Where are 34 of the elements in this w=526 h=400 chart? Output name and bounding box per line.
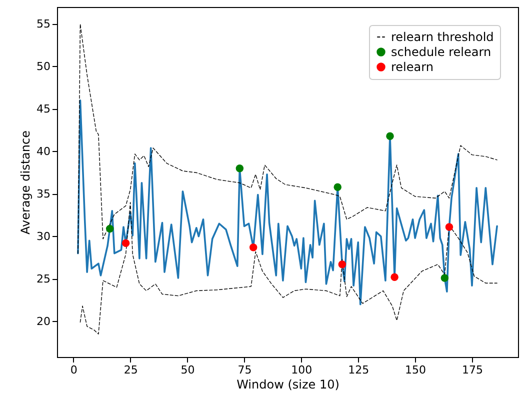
point xyxy=(106,224,114,233)
x-axis-title: Window (size 10) xyxy=(236,378,340,392)
y-tick-label: 40 xyxy=(36,144,50,158)
x-tick-label: 25 xyxy=(124,364,138,376)
y-tick-label: 45 xyxy=(36,102,50,116)
y-tick-label: 55 xyxy=(36,17,50,30)
legend-label: relearn xyxy=(391,60,434,74)
point xyxy=(445,223,454,231)
y-tick-label: 20 xyxy=(36,314,50,328)
y-tick-label: 35 xyxy=(36,187,50,200)
point xyxy=(386,132,394,140)
point xyxy=(440,274,449,282)
point xyxy=(334,183,342,191)
line-series xyxy=(78,24,498,254)
x-tick-label: 175 xyxy=(462,364,483,376)
line-series xyxy=(77,100,498,306)
x-tick-label: 50 xyxy=(180,364,195,376)
legend-label: schedule relearn xyxy=(391,45,492,59)
x-tick-label: 150 xyxy=(405,364,426,376)
legend-label: relearn threshold xyxy=(391,30,494,44)
y-tick-label: 30 xyxy=(36,230,50,243)
y-tick-label: 25 xyxy=(36,272,50,286)
line-series xyxy=(80,202,498,334)
point xyxy=(390,273,398,282)
point xyxy=(338,260,346,268)
point xyxy=(122,239,130,248)
x-tick-label: 75 xyxy=(238,364,252,376)
y-axis-title: Average distance xyxy=(18,130,33,234)
y-tick-label: 50 xyxy=(36,60,50,73)
point xyxy=(236,164,244,172)
x-tick-label: 125 xyxy=(348,364,370,376)
point xyxy=(249,244,258,252)
x-tick-label: 100 xyxy=(291,364,312,376)
x-tick-label: 0 xyxy=(70,364,78,376)
